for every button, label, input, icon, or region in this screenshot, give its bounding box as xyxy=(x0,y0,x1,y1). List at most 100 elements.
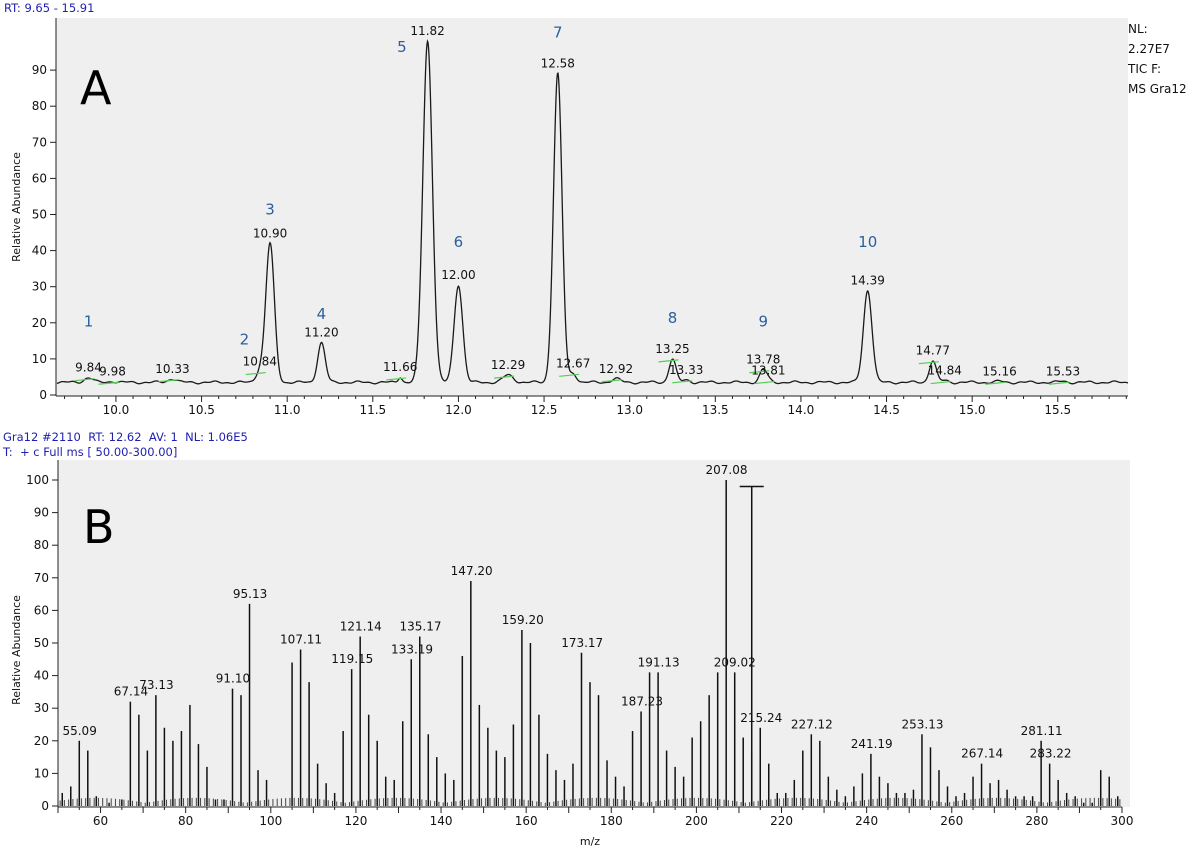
x-tick-label: 220 xyxy=(770,814,793,828)
peak-rt-label: 10.33 xyxy=(155,362,189,376)
panel-b-scan-header: Gra12 #2110 RT: 12.62 AV: 1 NL: 1.06E5 xyxy=(3,430,248,444)
panel-a-range-header: RT: 9.65 - 15.91 xyxy=(4,1,95,15)
peak-mz-label: 159.20 xyxy=(502,613,544,627)
x-tick-label: 280 xyxy=(1025,814,1048,828)
peak-baseline-marker xyxy=(494,375,515,379)
peak-rt-label: 14.77 xyxy=(916,344,950,358)
peak-number: 10 xyxy=(858,233,877,251)
y-tick-label: 60 xyxy=(34,603,49,617)
nl-info-line: 2.27E7 xyxy=(1128,42,1170,56)
peak-mz-label: 121.14 xyxy=(340,619,382,633)
peak-baseline-marker xyxy=(658,359,679,363)
plot-area xyxy=(58,460,1130,807)
peak-rt-label: 14.84 xyxy=(928,364,962,378)
chromatogram-chart: 0 10 20 30 40 50 60 70 80 90 10.0 10.5 11.0 11.5 12.0 1… xyxy=(10,18,1187,417)
peak-number: 4 xyxy=(317,305,327,323)
x-tick-label: 14.5 xyxy=(873,403,900,417)
peak-mz-label: 207.08 xyxy=(706,463,748,477)
peak-baseline-marker xyxy=(918,361,939,365)
peak-rt-label: 12.92 xyxy=(599,362,633,376)
peak-mz-label: 133.19 xyxy=(391,642,433,656)
x-tick-label: 300 xyxy=(1111,814,1134,828)
peak-number: 2 xyxy=(240,330,250,348)
peak-rt-label: 13.25 xyxy=(655,342,689,356)
peak-baseline-marker xyxy=(930,380,951,385)
peak-mz-label: 209.02 xyxy=(714,655,756,669)
peak-rt-label: 15.16 xyxy=(982,364,1016,378)
peak-mz-label: 67.14 xyxy=(114,685,148,699)
peak-baseline-marker xyxy=(98,381,119,385)
peak-mz-label: 119.15 xyxy=(331,652,373,666)
x-tick-label: 80 xyxy=(178,814,193,828)
peak-baseline-marker xyxy=(158,379,179,383)
peak-rt-label: 13.81 xyxy=(751,364,785,378)
peak-mz-label: 91.10 xyxy=(216,672,250,686)
peak-rt-label: 10.84 xyxy=(243,355,277,369)
peak-mz-label: 281.11 xyxy=(1021,724,1063,738)
peak-baseline-marker xyxy=(74,378,95,382)
x-tick-label: 120 xyxy=(344,814,367,828)
peak-rt-label: 14.39 xyxy=(851,273,885,287)
peak-rt-label: 13.33 xyxy=(669,363,703,377)
y-tick-label: 70 xyxy=(32,135,47,149)
peak-number: 8 xyxy=(668,309,678,327)
y-tick-label: 0 xyxy=(39,388,47,402)
peak-mz-label: 147.20 xyxy=(451,564,493,578)
y-tick-label: 60 xyxy=(32,171,47,185)
y-tick-label: 20 xyxy=(34,734,49,748)
peak-baseline-marker xyxy=(672,380,693,384)
peak-mz-label: 73.13 xyxy=(139,678,173,692)
x-tick-label: 15.5 xyxy=(1044,403,1071,417)
panel-b-letter: B xyxy=(83,500,115,554)
x-tick-label: 11.0 xyxy=(274,403,301,417)
y-tick-label: 40 xyxy=(32,244,47,258)
x-tick-label: 12.5 xyxy=(531,403,558,417)
peak-mz-label: 55.09 xyxy=(62,724,96,738)
plot-area xyxy=(56,18,1128,396)
nl-info-line: TIC F: xyxy=(1127,62,1161,76)
peak-baseline-marker xyxy=(601,379,623,383)
panel-b-filter-header: T: + c Full ms [ 50.00-300.00] xyxy=(3,445,178,459)
x-tick-label: 140 xyxy=(430,814,453,828)
peak-rt-label: 12.58 xyxy=(541,57,575,71)
peak-baseline-marker xyxy=(1048,381,1069,385)
x-axis-label: m/z xyxy=(580,835,600,848)
x-tick-label: 240 xyxy=(855,814,878,828)
peak-baseline-marker xyxy=(985,381,1006,385)
y-tick-label: 30 xyxy=(34,701,49,715)
peak-mz-label: 187.23 xyxy=(621,694,663,708)
peak-baseline-marker xyxy=(749,370,770,374)
x-tick-label: 14.0 xyxy=(788,403,815,417)
x-tick-label: 60 xyxy=(93,814,108,828)
nl-info-line: MS Gra12 xyxy=(1128,82,1187,96)
y-tick-label: 50 xyxy=(32,208,47,222)
peak-number: 6 xyxy=(454,233,464,251)
peak-mz-label: 95.13 xyxy=(233,587,267,601)
peak-rt-label: 13.78 xyxy=(746,353,780,367)
peak-mz-label: 283.22 xyxy=(1030,747,1072,761)
peak-number: 7 xyxy=(553,24,563,42)
panel-a-letter: A xyxy=(80,61,112,115)
y-tick-label: 10 xyxy=(32,352,47,366)
x-tick-label: 13.0 xyxy=(616,403,643,417)
x-tick-label: 260 xyxy=(940,814,963,828)
peak-number: 5 xyxy=(397,38,407,56)
y-tick-label: 30 xyxy=(32,280,47,294)
x-tick-label: 10.5 xyxy=(188,403,215,417)
peak-rt-label: 11.82 xyxy=(410,24,444,38)
peak-number: 3 xyxy=(265,201,275,219)
peak-mz-label: 135.17 xyxy=(399,619,441,633)
y-axis-label: Relative Abundance xyxy=(10,152,23,262)
x-tick-label: 12.0 xyxy=(445,403,472,417)
y-tick-label: 100 xyxy=(26,473,49,487)
y-tick-label: 90 xyxy=(32,63,47,77)
x-tick-label: 160 xyxy=(515,814,538,828)
peak-rt-label: 11.66 xyxy=(383,360,417,374)
y-tick-label: 10 xyxy=(34,766,49,780)
peak-mz-label: 107.11 xyxy=(280,633,322,647)
peak-rt-label: 15.53 xyxy=(1046,364,1080,378)
y-tick-label: 40 xyxy=(34,669,49,683)
y-tick-label: 90 xyxy=(34,506,49,520)
x-tick-label: 10.0 xyxy=(103,403,130,417)
peak-rt-label: 12.29 xyxy=(491,358,525,372)
